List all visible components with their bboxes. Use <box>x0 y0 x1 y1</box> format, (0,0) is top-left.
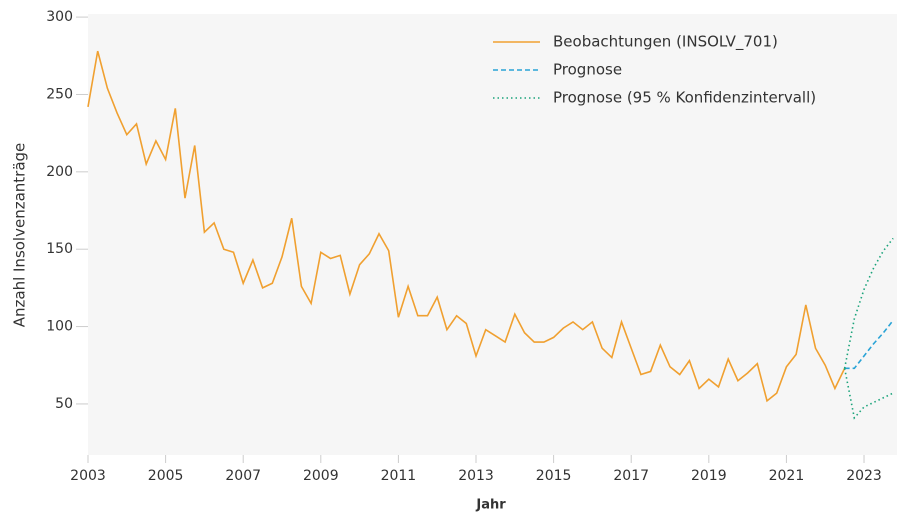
x-tick-label: 2015 <box>536 468 572 484</box>
series-line <box>844 319 894 370</box>
plot-area <box>88 14 897 455</box>
x-tick-label: 2017 <box>613 468 649 484</box>
y-tick-label: 300 <box>46 9 73 25</box>
x-tick-label: 2013 <box>458 468 494 484</box>
x-tick-label: 2023 <box>846 468 882 484</box>
x-tick-label: 2005 <box>148 468 184 484</box>
y-axis-label: Anzahl Insolvenzanträge <box>11 143 29 328</box>
legend-label: Prognose <box>553 61 622 79</box>
y-tick-label: 250 <box>46 86 73 102</box>
legend-label: Prognose (95 % Konfidenzintervall) <box>553 89 816 107</box>
y-tick-label: 150 <box>46 241 73 257</box>
interval-upper <box>843 237 894 369</box>
x-tick-label: 2009 <box>303 468 339 484</box>
legend-label: Beobachtungen (INSOLV_701) <box>553 33 778 52</box>
y-tick-label: 50 <box>55 396 73 412</box>
series-line <box>87 50 846 403</box>
x-tick-label: 2007 <box>225 468 261 484</box>
y-tick-label: 200 <box>46 164 73 180</box>
x-tick-label: 2011 <box>381 468 417 484</box>
x-tick-label: 2019 <box>691 468 727 484</box>
x-tick-label: 2003 <box>70 468 106 484</box>
x-tick-label: 2021 <box>769 468 805 484</box>
x-axis-label: Jahr <box>475 498 506 513</box>
y-tick-label: 100 <box>46 319 73 335</box>
